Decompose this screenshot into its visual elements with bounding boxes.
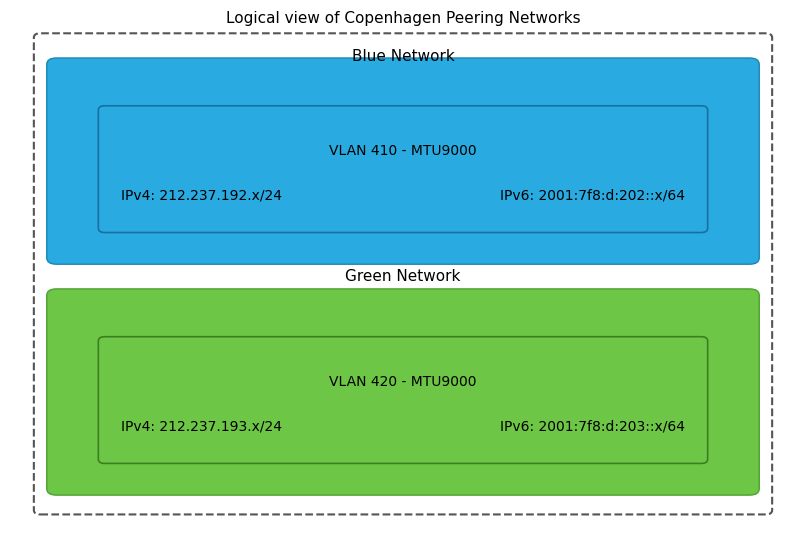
Text: IPv4: 212.237.193.x/24: IPv4: 212.237.193.x/24 [121,419,282,433]
FancyBboxPatch shape [47,58,759,264]
Text: Green Network: Green Network [345,269,461,284]
FancyBboxPatch shape [98,337,708,463]
Text: IPv4: 212.237.192.x/24: IPv4: 212.237.192.x/24 [121,188,282,202]
Text: IPv6: 2001:7f8:d:203::x/64: IPv6: 2001:7f8:d:203::x/64 [500,419,685,433]
FancyBboxPatch shape [47,289,759,495]
Text: Blue Network: Blue Network [351,49,455,64]
Text: VLAN 410 - MTU9000: VLAN 410 - MTU9000 [329,144,477,158]
FancyBboxPatch shape [34,33,772,514]
Text: VLAN 420 - MTU9000: VLAN 420 - MTU9000 [329,375,477,389]
FancyBboxPatch shape [98,106,708,233]
Text: Logical view of Copenhagen Peering Networks: Logical view of Copenhagen Peering Netwo… [226,11,580,26]
Text: IPv6: 2001:7f8:d:202::x/64: IPv6: 2001:7f8:d:202::x/64 [500,188,685,202]
